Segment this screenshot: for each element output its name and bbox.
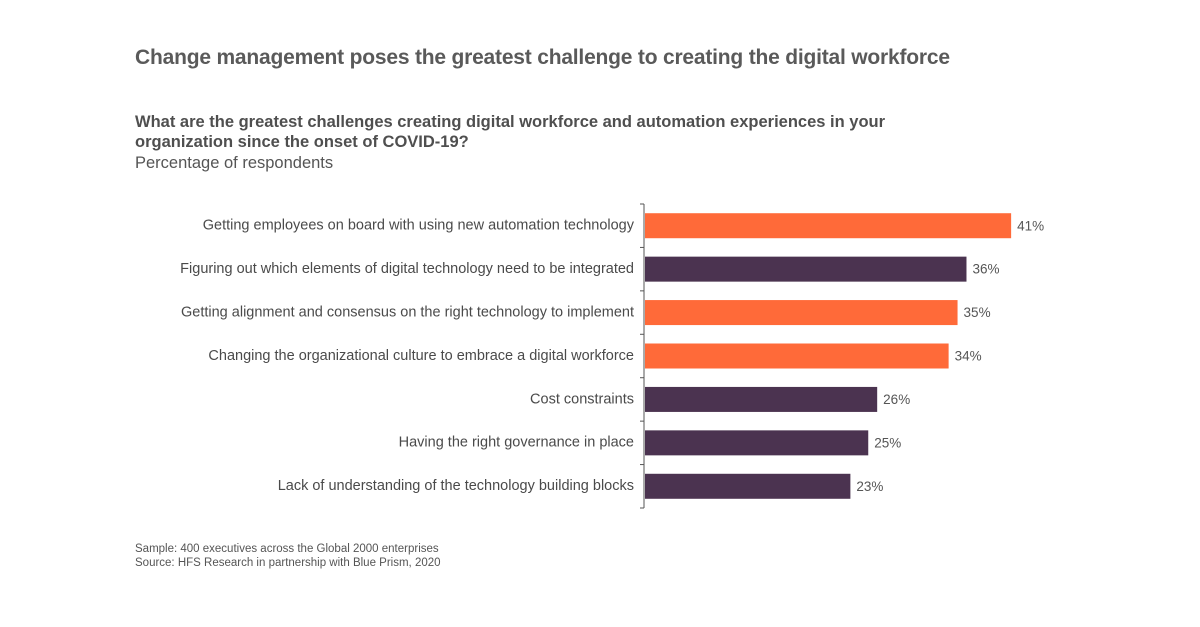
value-label: 34% [955,349,982,364]
chart-question: What are the greatest challenges creatin… [135,113,886,151]
value-label: 36% [972,262,999,277]
category-label: Changing the organizational culture to e… [208,348,634,364]
value-label: 41% [1017,218,1044,233]
category-label: Cost constraints [530,391,634,407]
bar [645,343,949,369]
sample-note: Sample: 400 executives across the Global… [135,543,439,555]
bar [645,213,1012,239]
value-label: 26% [883,392,910,407]
category-label: Figuring out which elements of digital t… [180,261,634,277]
value-label: 25% [874,435,901,450]
category-label: Getting alignment and consensus on the r… [181,304,634,320]
page-title: Change management poses the greatest cha… [135,46,950,69]
chart-subtitle: Percentage of respondents [135,154,334,172]
category-label: Having the right governance in place [399,435,634,451]
value-label: 35% [964,305,991,320]
bar [645,256,967,282]
value-label: 23% [856,479,883,494]
source-note: Source: HFS Research in partnership with… [135,557,441,569]
chart-footer: Sample: 400 executives across the Global… [135,542,441,570]
category-label: Getting employees on board with using ne… [203,218,635,234]
bar [645,473,851,499]
bar [645,386,878,412]
bar [645,430,869,456]
category-label: Lack of understanding of the technology … [278,478,634,494]
bar [645,300,958,326]
